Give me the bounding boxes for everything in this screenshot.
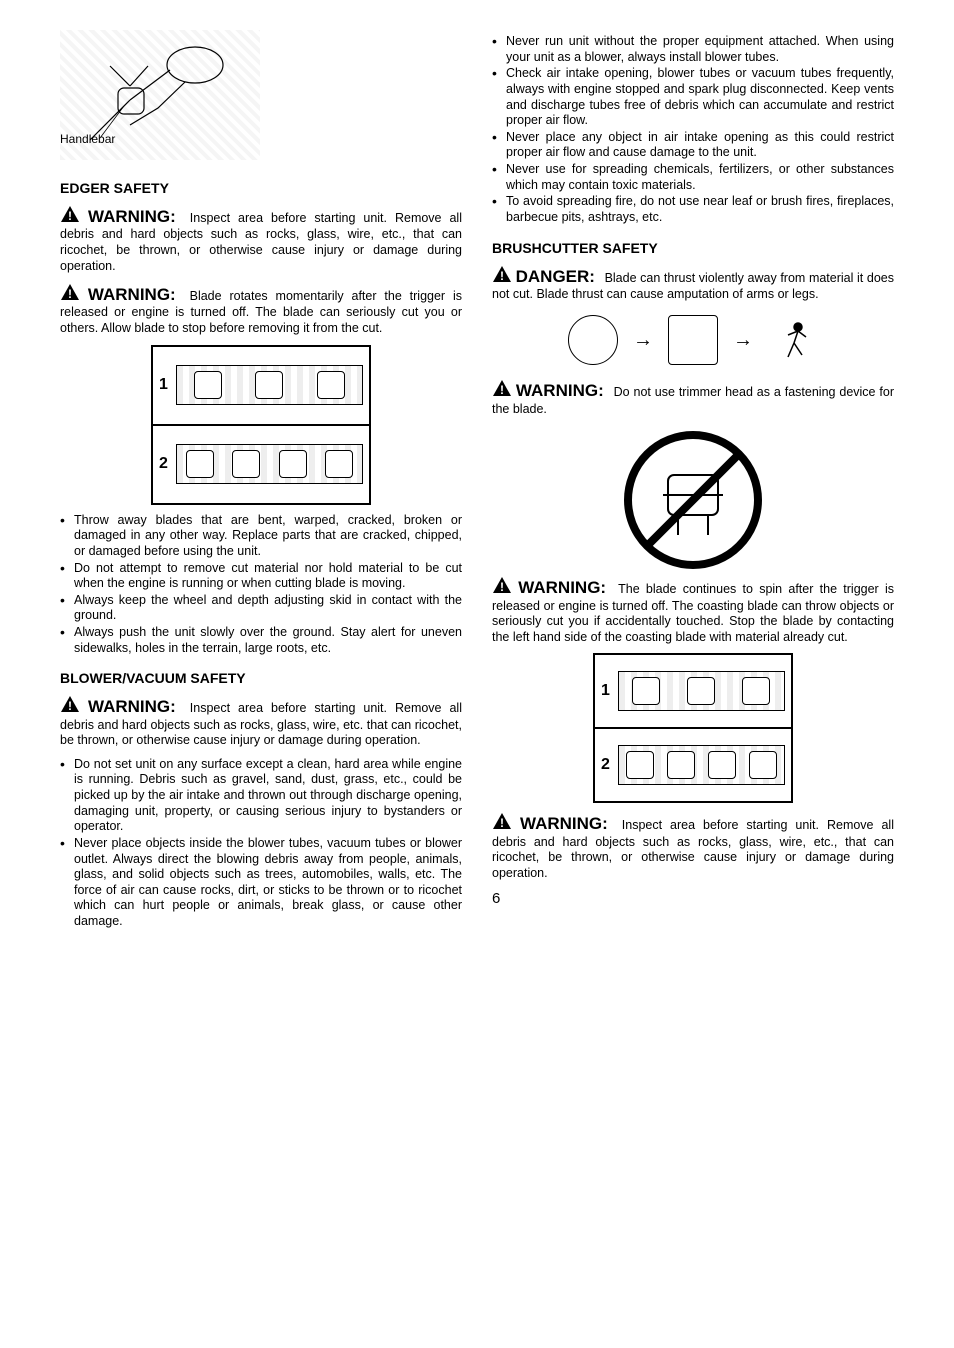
cutter-icon <box>749 751 777 779</box>
diagram-row-number: 1 <box>601 682 610 700</box>
hand-icon <box>687 677 715 705</box>
brushcutter-warning-2: ! WARNING: The blade continues to spin a… <box>492 575 894 645</box>
cutter-icon <box>742 677 770 705</box>
blower-safety-heading: BLOWER/VACUUM SAFETY <box>60 670 462 686</box>
arrow-icon: → <box>633 329 653 352</box>
prohibit-diagram <box>618 425 768 575</box>
edger-safety-heading: EDGER SAFETY <box>60 180 462 196</box>
blower-bullets: Do not set unit on any surface except a … <box>60 757 462 930</box>
left-column: Handlebar EDGER SAFETY ! WARNING: Inspec… <box>60 30 462 938</box>
list-item: Never place any object in air intake ope… <box>492 130 894 161</box>
blower-warning: ! WARNING: Inspect area before starting … <box>60 694 462 749</box>
switch-off-icon <box>626 751 654 779</box>
handlebar-illustration: Handlebar <box>60 30 260 160</box>
list-item: Never place objects inside the blower tu… <box>60 836 462 930</box>
list-item: Do not attempt to remove cut material no… <box>60 561 462 592</box>
diagram-icons-row <box>618 745 785 785</box>
warning-icon: ! <box>60 205 80 223</box>
warning-label: WARNING: <box>88 697 176 716</box>
stop-icon <box>667 751 695 779</box>
brushcutter-diagram: 1 2 <box>593 653 793 803</box>
switch-off-icon <box>186 450 214 478</box>
handlebar-label: Handlebar <box>60 132 115 146</box>
stop-icon <box>232 450 260 478</box>
warning-icon: ! <box>60 283 80 301</box>
list-item: To avoid spreading fire, do not use near… <box>492 194 894 225</box>
svg-text:!: ! <box>68 699 72 713</box>
warning-label: WARNING: <box>520 814 608 833</box>
arrow-icon: → <box>733 329 753 352</box>
list-item: Never run unit without the proper equipm… <box>492 34 894 65</box>
blower-bullets-continued: Never run unit without the proper equipm… <box>492 34 894 226</box>
warning-icon: ! <box>492 379 512 397</box>
brushcutter-danger: ! DANGER: Blade can thrust violently awa… <box>492 264 894 303</box>
diagram-icons-row <box>176 444 363 484</box>
list-item: Always push the unit slowly over the gro… <box>60 625 462 656</box>
list-item: Do not set unit on any surface except a … <box>60 757 462 835</box>
diagram-icons-row <box>176 365 363 405</box>
page-content: Handlebar EDGER SAFETY ! WARNING: Inspec… <box>60 30 894 938</box>
brush-icon <box>668 315 718 365</box>
svg-text:!: ! <box>68 287 72 301</box>
right-column: Never run unit without the proper equipm… <box>492 30 894 938</box>
edger-bullets: Throw away blades that are bent, warped,… <box>60 513 462 657</box>
warning-label: WARNING: <box>88 285 176 304</box>
warning-label: WARNING: <box>88 207 176 226</box>
edger-warning-2: ! WARNING: Blade rotates momentarily aft… <box>60 282 462 337</box>
switch-icon <box>194 371 222 399</box>
blade-icon <box>568 315 618 365</box>
edger-icon <box>325 450 353 478</box>
list-item: Never use for spreading chemicals, ferti… <box>492 162 894 193</box>
hand-icon <box>708 751 736 779</box>
warning-icon: ! <box>492 265 512 283</box>
svg-text:!: ! <box>500 269 504 283</box>
brushcutter-safety-heading: BRUSHCUTTER SAFETY <box>492 240 894 256</box>
edger-icon <box>317 371 345 399</box>
diagram-row-number: 1 <box>159 376 168 394</box>
diagram-row-number: 2 <box>159 455 168 473</box>
warning-icon: ! <box>60 695 80 713</box>
list-item: Check air intake opening, blower tubes o… <box>492 66 894 129</box>
warning-icon: ! <box>492 576 512 594</box>
brushcutter-warning-1: ! WARNING: Do not use trimmer head as a … <box>492 378 894 417</box>
warning-label: WARNING: <box>516 381 604 400</box>
warning-icon: ! <box>492 812 512 830</box>
brushcutter-warning-3: ! WARNING: Inspect area before starting … <box>492 811 894 881</box>
svg-text:!: ! <box>500 580 504 594</box>
svg-text:!: ! <box>500 383 504 397</box>
handlebar-figure: Handlebar <box>60 30 462 160</box>
svg-text:!: ! <box>68 209 72 223</box>
page-number: 6 <box>492 890 894 907</box>
warning-label: WARNING: <box>518 578 606 597</box>
hand-icon <box>255 371 283 399</box>
edger-warning-1: ! WARNING: Inspect area before starting … <box>60 204 462 274</box>
edger-diagram: 1 2 <box>151 345 371 505</box>
switch-icon <box>632 677 660 705</box>
hand-icon <box>279 450 307 478</box>
kickback-diagram: → → <box>568 310 818 370</box>
diagram-icons-row <box>618 671 785 711</box>
list-item: Throw away blades that are bent, warped,… <box>60 513 462 560</box>
person-thrown-icon <box>768 315 818 365</box>
svg-text:!: ! <box>500 816 504 830</box>
diagram-row-number: 2 <box>601 756 610 774</box>
list-item: Always keep the wheel and depth adjustin… <box>60 593 462 624</box>
danger-label: DANGER: <box>516 267 595 286</box>
